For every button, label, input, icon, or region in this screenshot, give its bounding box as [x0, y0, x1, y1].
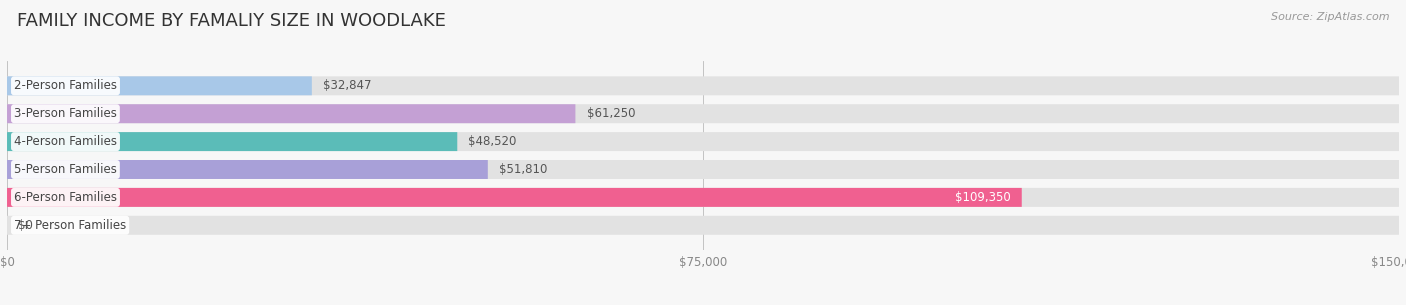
- FancyBboxPatch shape: [7, 104, 575, 123]
- FancyBboxPatch shape: [7, 160, 488, 179]
- Text: 4-Person Families: 4-Person Families: [14, 135, 117, 148]
- FancyBboxPatch shape: [7, 160, 1399, 179]
- Text: $109,350: $109,350: [955, 191, 1011, 204]
- Text: $48,520: $48,520: [468, 135, 517, 148]
- FancyBboxPatch shape: [7, 188, 1399, 207]
- FancyBboxPatch shape: [7, 104, 1399, 123]
- FancyBboxPatch shape: [7, 132, 1399, 151]
- Text: $51,810: $51,810: [499, 163, 547, 176]
- Text: Source: ZipAtlas.com: Source: ZipAtlas.com: [1271, 12, 1389, 22]
- Text: $0: $0: [18, 219, 32, 232]
- Text: 2-Person Families: 2-Person Families: [14, 79, 117, 92]
- Text: $32,847: $32,847: [323, 79, 371, 92]
- FancyBboxPatch shape: [7, 132, 457, 151]
- FancyBboxPatch shape: [7, 76, 1399, 95]
- Text: $61,250: $61,250: [586, 107, 636, 120]
- Text: FAMILY INCOME BY FAMALIY SIZE IN WOODLAKE: FAMILY INCOME BY FAMALIY SIZE IN WOODLAK…: [17, 12, 446, 30]
- FancyBboxPatch shape: [7, 76, 312, 95]
- Text: 5-Person Families: 5-Person Families: [14, 163, 117, 176]
- FancyBboxPatch shape: [7, 216, 1399, 235]
- FancyBboxPatch shape: [7, 188, 1022, 207]
- Text: 7+ Person Families: 7+ Person Families: [14, 219, 127, 232]
- Text: 3-Person Families: 3-Person Families: [14, 107, 117, 120]
- Text: 6-Person Families: 6-Person Families: [14, 191, 117, 204]
